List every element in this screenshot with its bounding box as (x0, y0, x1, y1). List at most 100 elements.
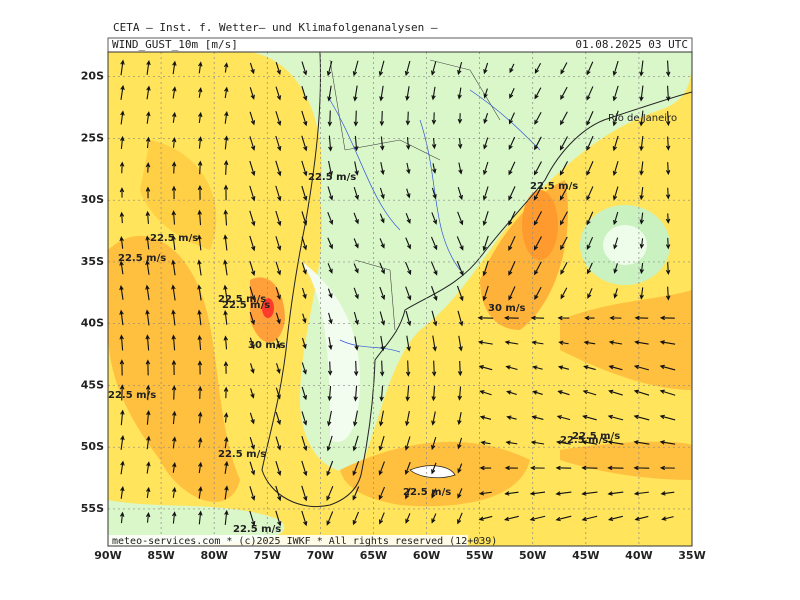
wind-arrow (276, 363, 281, 374)
wind-arrow (223, 184, 229, 201)
wind-arrow (172, 486, 177, 498)
wind-arrow (249, 136, 256, 151)
wind-arrow (639, 186, 644, 201)
wind-arrow (586, 160, 594, 176)
wind-arrow (326, 511, 334, 526)
wind-arrow (223, 412, 229, 423)
wind-arrow (223, 386, 229, 399)
wind-arrow (508, 136, 516, 151)
wind-arrow (353, 385, 358, 402)
wind-arrow (197, 160, 203, 175)
contour-label: 22.5 m/s (218, 294, 266, 305)
y-tick-label: 55S (81, 502, 104, 515)
wind-arrow (197, 385, 203, 399)
wind-arrow (457, 488, 463, 499)
wind-arrow (197, 259, 202, 276)
wind-arrow (534, 136, 542, 151)
wind-arrow (197, 309, 202, 326)
wind-arrow (302, 313, 307, 324)
wind-arrow (146, 111, 151, 124)
wind-arrow (607, 491, 624, 496)
wind-arrow (406, 335, 411, 352)
wind-arrow (145, 235, 150, 250)
wind-arrow (327, 288, 333, 299)
wind-arrow (249, 510, 256, 527)
wind-arrow (197, 234, 202, 251)
wind-arrow (457, 512, 463, 525)
wind-arrow (275, 436, 282, 451)
wind-arrow (275, 510, 282, 527)
wind-arrow (560, 111, 568, 126)
wind-arrow (586, 61, 594, 76)
wind-arrow (249, 235, 256, 252)
contour-label: 22.5 m/s (530, 181, 578, 192)
wind-arrow (276, 338, 281, 349)
wind-arrow (301, 262, 307, 275)
wind-arrow (172, 462, 177, 473)
wind-arrow (120, 84, 125, 100)
wind-arrow (378, 435, 385, 452)
wind-arrow (379, 410, 384, 427)
wind-arrow (275, 86, 282, 101)
wind-arrow (326, 60, 333, 77)
wind-arrow (146, 410, 151, 425)
wind-arrow (120, 59, 125, 76)
wind-arrow (431, 488, 437, 499)
wind-arrow (587, 288, 593, 299)
wind-arrow (380, 335, 385, 352)
wind-arrow (301, 386, 308, 401)
wind-arrow (483, 88, 488, 99)
wind-arrow (405, 212, 411, 225)
wind-arrow (353, 110, 359, 127)
wind-arrow (301, 337, 307, 350)
wind-arrow (146, 486, 151, 498)
wind-arrow (659, 364, 676, 371)
wind-arrow (457, 186, 463, 201)
wind-arrow (531, 415, 544, 420)
wind-arrow (503, 315, 519, 321)
wind-arrow (328, 337, 333, 351)
x-tick-label: 50W (519, 549, 546, 562)
wind-arrow (665, 162, 671, 176)
wind-arrow (558, 340, 569, 346)
wind-arrow (197, 185, 203, 200)
wind-arrow (431, 411, 436, 426)
wind-arrow (533, 211, 543, 226)
wind-arrow (479, 415, 492, 420)
wind-arrow (378, 486, 385, 501)
wind-arrow (534, 87, 542, 100)
wind-arrow (607, 465, 624, 471)
wind-arrow (171, 111, 177, 123)
wind-arrow (249, 210, 256, 227)
contour-label: 22.5 m/s (560, 435, 608, 446)
wind-arrow (223, 284, 228, 301)
wind-arrow (326, 460, 334, 477)
wind-arrow (275, 485, 282, 502)
wind-arrow (119, 161, 125, 174)
wind-arrow (559, 161, 569, 176)
wind-arrow (506, 390, 517, 395)
wind-arrow (432, 163, 437, 174)
wind-arrow (555, 491, 572, 496)
wind-arrow (145, 186, 151, 199)
wind-arrow (531, 340, 544, 345)
wind-arrow (532, 365, 543, 370)
wind-arrow (529, 491, 546, 496)
wind-arrow (145, 512, 151, 523)
wind-arrow (508, 161, 516, 176)
wind-arrow (586, 236, 594, 250)
wind-arrow (559, 136, 568, 151)
y-tick-label: 30S (81, 193, 104, 206)
wind-arrow (639, 287, 644, 300)
wind-arrow (458, 335, 463, 352)
wind-arrow (197, 209, 202, 226)
wind-arrow (404, 461, 411, 476)
wind-arrow (353, 85, 358, 102)
wind-arrow (634, 315, 649, 321)
wind-arrow (534, 111, 542, 125)
wind-arrow (639, 161, 644, 176)
wind-arrow (456, 236, 464, 251)
wind-arrow (327, 237, 333, 250)
wind-arrow (639, 135, 644, 152)
wind-arrow (146, 85, 151, 100)
